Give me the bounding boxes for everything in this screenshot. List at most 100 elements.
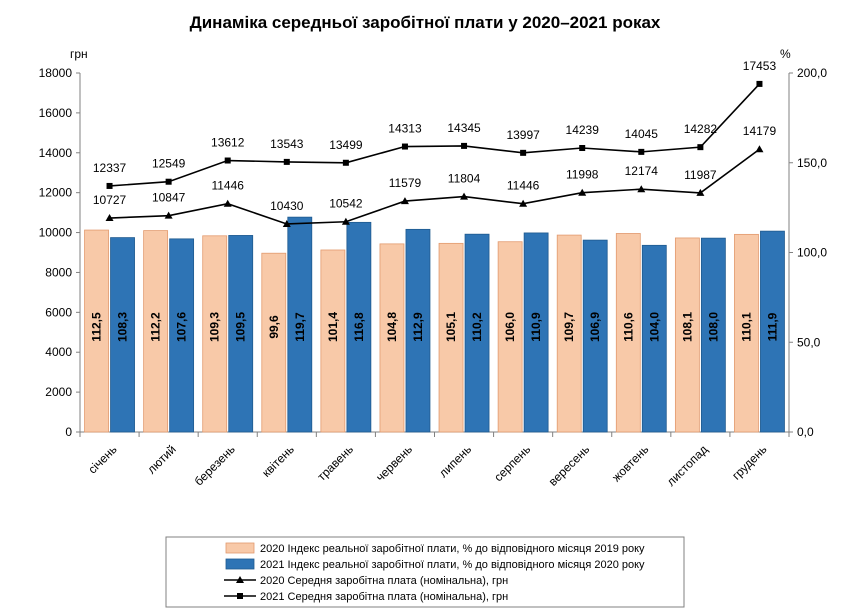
bar-2021	[700, 237, 726, 433]
line-value-label-2020: 10847	[152, 191, 186, 205]
y-left-tick-label: 2000	[45, 385, 72, 399]
line-value-label-2020: 11579	[389, 176, 422, 190]
y-right-tick-label: 200,0	[797, 66, 827, 80]
bar-2021	[169, 238, 195, 433]
line-2021	[109, 83, 761, 187]
bar-value-label: 110,1	[739, 312, 753, 342]
bar-value-label: 106,9	[588, 312, 602, 342]
marker-square-2021	[401, 143, 408, 150]
line-value-label-2020: 12174	[625, 164, 659, 178]
line-value-label-2020: 11987	[684, 168, 717, 182]
marker-square-2021	[756, 80, 763, 87]
bar-2020	[379, 243, 405, 433]
legend-marker-square	[237, 593, 243, 599]
marker-triangle-2020	[223, 199, 232, 207]
bar-2020	[438, 242, 464, 433]
x-category-label: жовтень	[609, 442, 651, 484]
legend-swatch-bar-2021	[225, 558, 255, 570]
marker-square-2021	[520, 149, 527, 156]
marker-triangle-2020	[519, 199, 528, 207]
marker-triangle-2020	[164, 211, 173, 219]
legend-swatch-bar-2020	[225, 542, 255, 554]
y-left-tick-label: 10000	[39, 226, 73, 240]
bar-2021	[641, 244, 667, 433]
bar-value-label: 106,0	[503, 312, 517, 342]
x-category-label: лютий	[144, 442, 178, 476]
line-value-label-2020: 10430	[270, 199, 304, 213]
bar-value-label: 112,5	[90, 312, 104, 342]
x-category-label: серпень	[491, 442, 533, 484]
x-category-label: травень	[315, 442, 356, 483]
bar-value-label: 101,4	[326, 312, 340, 342]
marker-triangle-2020	[341, 217, 350, 225]
line-2020	[109, 148, 760, 225]
marker-triangle-2020	[460, 192, 469, 200]
y-left-tick-label: 18000	[39, 66, 73, 80]
bar-2020	[674, 237, 700, 433]
bar-value-label: 110,2	[470, 312, 484, 342]
y-right-tick-label: 150,0	[797, 156, 827, 170]
bar-2020	[320, 249, 346, 433]
marker-triangle-2020	[105, 214, 114, 222]
bar-2020	[202, 235, 228, 433]
data-labels-group: 112,5 112,2 109,3 99,6 101,4 104,8 105,1 106,0 1…	[90, 59, 780, 342]
marker-triangle-2020	[696, 188, 705, 196]
bar-2021	[582, 239, 608, 433]
line-value-label-2021: 13997	[506, 128, 540, 142]
line-value-label-2021: 13612	[211, 136, 245, 150]
marker-square-2021	[224, 157, 231, 164]
marker-square-2021	[638, 148, 645, 155]
bar-value-label: 109,5	[234, 312, 248, 342]
x-category-label: листопад	[664, 442, 711, 489]
bar-value-label: 119,7	[293, 312, 307, 342]
bar-value-label: 99,6	[267, 315, 281, 339]
bar-2021	[110, 237, 135, 433]
legend-label-2021-line: 2021 Середня заробітна плата (номінальна…	[260, 591, 508, 603]
bar-value-label: 104,0	[647, 312, 661, 342]
bar-value-label: 104,8	[385, 312, 399, 342]
line-value-label-2020: 10542	[329, 197, 363, 211]
line-value-label-2020: 11446	[507, 179, 540, 193]
bar-value-label: 111,9	[765, 312, 779, 341]
marker-triangle-2020	[282, 219, 291, 227]
x-category-label: квітень	[259, 442, 297, 480]
marker-triangle-2020	[400, 197, 409, 205]
bar-value-label: 110,6	[621, 312, 635, 342]
y-left-tick-label: 8000	[45, 265, 72, 279]
bar-2020	[143, 230, 169, 433]
bar-2020	[556, 234, 582, 433]
line-value-label-2021: 12549	[152, 157, 186, 171]
bar-2021	[760, 230, 785, 433]
bar-value-label: 110,9	[529, 312, 543, 342]
line-value-label-2020: 11998	[566, 168, 599, 182]
marker-triangle-2020	[755, 145, 764, 153]
line-value-label-2021: 14239	[566, 123, 600, 137]
bar-2021	[228, 235, 254, 433]
y-left-tick-label: 0	[65, 425, 72, 439]
bar-value-label: 112,9	[411, 312, 425, 342]
line-value-label-2020: 10727	[93, 193, 127, 207]
bar-2021	[287, 216, 313, 433]
marker-triangle-2020	[637, 185, 646, 193]
y-right-tick-label: 100,0	[797, 246, 827, 260]
x-category-label: березень	[192, 442, 238, 488]
bar-2021	[405, 228, 431, 433]
y-left-tick-label: 4000	[45, 345, 72, 359]
lines-group	[105, 80, 764, 227]
x-category-label: січень	[85, 442, 119, 476]
line-value-label-2021: 14282	[684, 122, 718, 136]
chart-title: Динаміка середньої заробітної плати у 20…	[190, 13, 661, 32]
bars-group	[84, 216, 785, 433]
line-value-label-2020: 11446	[211, 179, 244, 193]
y-left-tick-label: 16000	[39, 106, 73, 120]
bar-value-label: 116,8	[352, 312, 366, 342]
marker-square-2021	[461, 142, 468, 149]
marker-square-2021	[579, 145, 586, 152]
bar-2020	[84, 229, 109, 433]
bar-value-label: 109,7	[562, 312, 576, 342]
y-left-tick-label: 6000	[45, 305, 72, 319]
legend-label-2020-bar: 2020 Індекс реальної заробітної плати, %…	[260, 543, 645, 555]
legend-label-2020-line: 2020 Середня заробітна плата (номінальна…	[260, 575, 508, 587]
x-category-label: грудень	[729, 442, 769, 482]
